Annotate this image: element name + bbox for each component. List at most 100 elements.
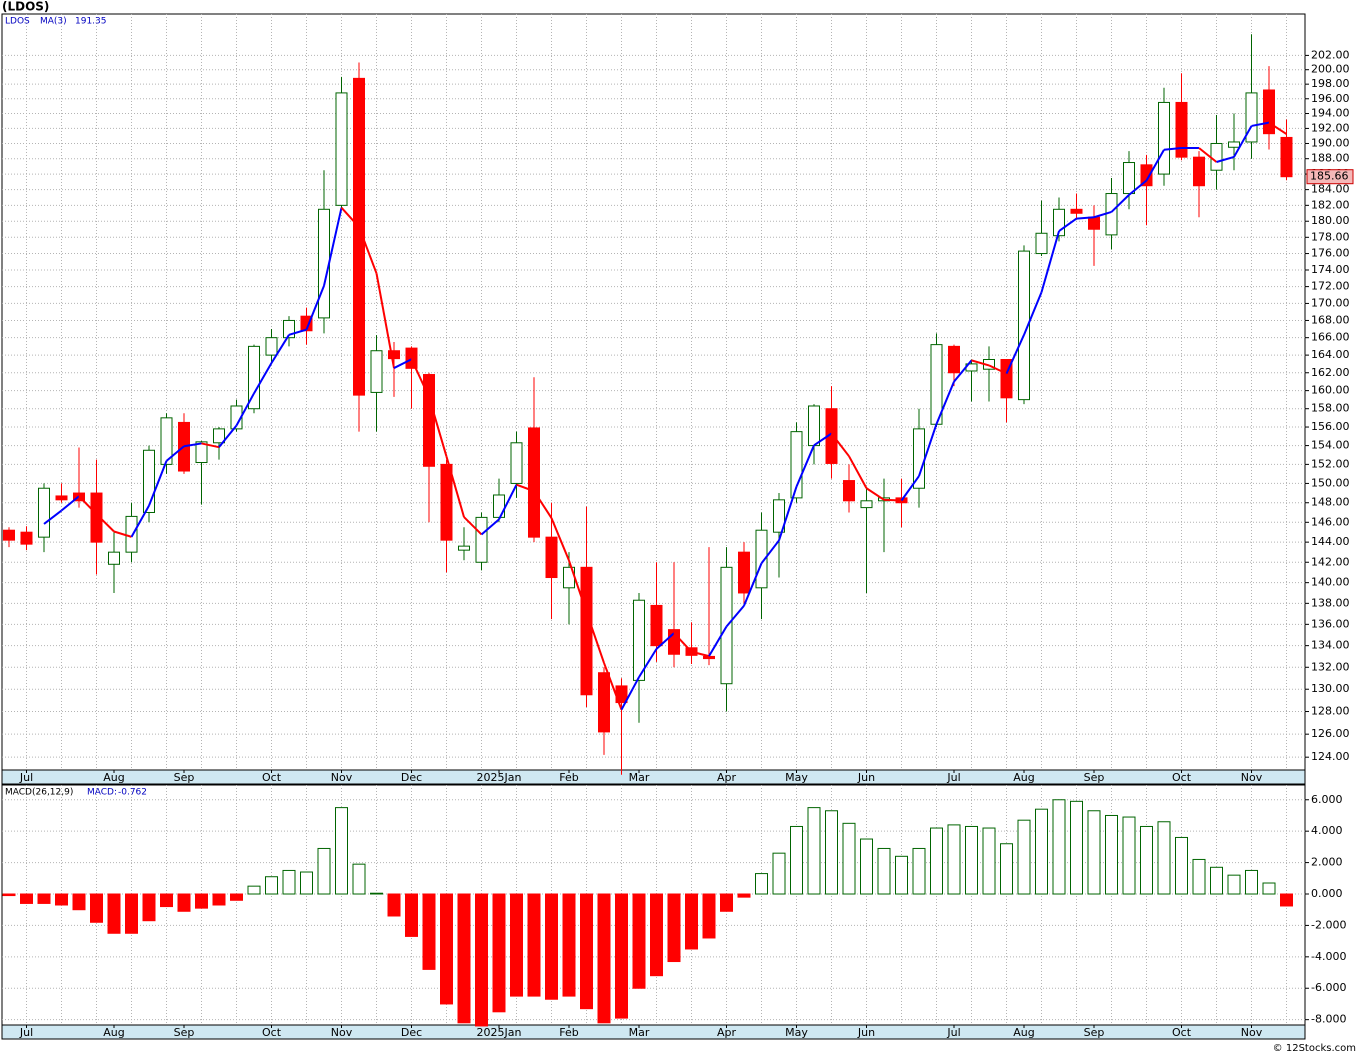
macd-bar: [1280, 893, 1293, 907]
x-tick-label: Sep: [1084, 1026, 1105, 1039]
macd-bar: [912, 847, 926, 895]
y-tick-label: 184.00: [1311, 183, 1350, 196]
legend-ma: MA(3): [40, 17, 67, 27]
macd-bar: [1140, 825, 1153, 895]
macd-bar: [667, 893, 681, 963]
candle-body: [703, 655, 715, 660]
macd-bar: [790, 825, 803, 895]
macd-bar: [685, 893, 698, 950]
candle-body: [528, 427, 540, 538]
ma-segment: [148, 460, 168, 507]
ma-segment: [113, 530, 132, 538]
ma-segment: [323, 207, 343, 286]
y-tick-label: 196.00: [1311, 92, 1350, 105]
ma-segment: [971, 359, 990, 367]
ma-segment: [830, 432, 850, 457]
chart-title: (LDOS): [2, 0, 49, 14]
macd-bar: [1262, 882, 1276, 895]
macd-title: MACD(26,12,9): [5, 788, 73, 798]
y-tick-label: -2.000: [1311, 918, 1346, 931]
candle-body: [213, 428, 225, 444]
ma-segment: [743, 562, 763, 607]
macd-bar: [1070, 800, 1083, 895]
y-tick-label: 158.00: [1311, 402, 1350, 415]
macd-bar: [387, 893, 401, 917]
macd-bar: [1175, 836, 1188, 895]
candle-body: [1158, 101, 1170, 175]
y-tick-label: 140.00: [1311, 576, 1350, 589]
macd-bar: [650, 893, 663, 977]
candle-body: [1123, 162, 1135, 195]
y-tick-label: 148.00: [1311, 496, 1350, 509]
ma-segment: [673, 632, 693, 653]
macd-bar: [1017, 819, 1031, 895]
macd-bar: [475, 893, 488, 1027]
x-tick-label: 2025Jan: [477, 1026, 522, 1039]
macd-bar: [737, 893, 751, 898]
ma-segment: [95, 513, 115, 533]
macd-bar: [1122, 816, 1136, 895]
candle-body: [143, 449, 155, 513]
macd-bar: [370, 892, 383, 895]
y-tick-label: 124.00: [1311, 750, 1350, 763]
ma-segment: [60, 495, 80, 512]
macd-bar: [422, 893, 436, 970]
ma-segment: [1198, 147, 1218, 163]
x-tick-label: Jul: [946, 771, 960, 784]
ma-segment: [1005, 334, 1025, 375]
macd-bar: [160, 893, 173, 908]
ma-segment: [498, 484, 518, 520]
candle-body: [318, 208, 330, 319]
macd-bar: [317, 847, 331, 895]
ma-segment: [1076, 216, 1095, 220]
x-tick-label: Mar: [629, 771, 650, 784]
legend-symbol: LDOS: [5, 17, 30, 27]
macd-value-name: MACD:: [87, 788, 117, 798]
macd-bar: [772, 852, 786, 895]
ma-segment: [253, 362, 273, 394]
candle-body: [580, 566, 593, 696]
macd-bar: [895, 855, 908, 895]
y-tick-label: 202.00: [1311, 48, 1350, 61]
y-tick-label: 180.00: [1311, 214, 1350, 227]
x-tick-label: Aug: [1013, 1026, 1034, 1039]
candle-body: [738, 551, 750, 594]
candle-body: [790, 431, 803, 499]
y-tick-label: 170.00: [1311, 296, 1350, 309]
ma-segment: [516, 483, 535, 493]
y-tick-label: 194.00: [1311, 107, 1350, 120]
macd-bar: [195, 893, 208, 909]
macd-bar: [562, 893, 576, 997]
candle-body: [248, 345, 260, 410]
candle-body: [1175, 101, 1188, 158]
y-tick-label: -8.000: [1311, 1013, 1346, 1026]
y-tick-label: 172.00: [1311, 280, 1350, 293]
candle-body: [598, 672, 610, 733]
candle-body: [1280, 136, 1293, 178]
ma-segment: [218, 424, 238, 448]
macd-bar: [842, 822, 856, 895]
candle-body: [1140, 164, 1153, 187]
y-tick-label: 136.00: [1311, 617, 1350, 630]
macd-bar: [597, 893, 611, 1024]
macd-bar: [1210, 866, 1223, 895]
x-tick-label: Feb: [559, 771, 578, 784]
ma-segment: [865, 487, 885, 501]
ma-segment: [393, 358, 412, 369]
macd-bar: [107, 893, 121, 934]
candle-body: [650, 604, 663, 647]
candle-body: [423, 374, 435, 467]
y-tick-label: 160.00: [1311, 384, 1350, 397]
candle-body: [38, 487, 50, 538]
ma-segment: [585, 611, 605, 664]
candle-body: [843, 480, 855, 502]
ma-segment: [305, 285, 325, 331]
x-tick-label: Apr: [717, 1026, 737, 1039]
y-tick-label: 138.00: [1311, 596, 1350, 609]
y-tick-label: 190.00: [1311, 136, 1350, 149]
panel-border: [1, 13, 1306, 771]
y-tick-label: 178.00: [1311, 230, 1350, 243]
macd-bar: [440, 893, 453, 1005]
macd-bar: [615, 893, 628, 1019]
